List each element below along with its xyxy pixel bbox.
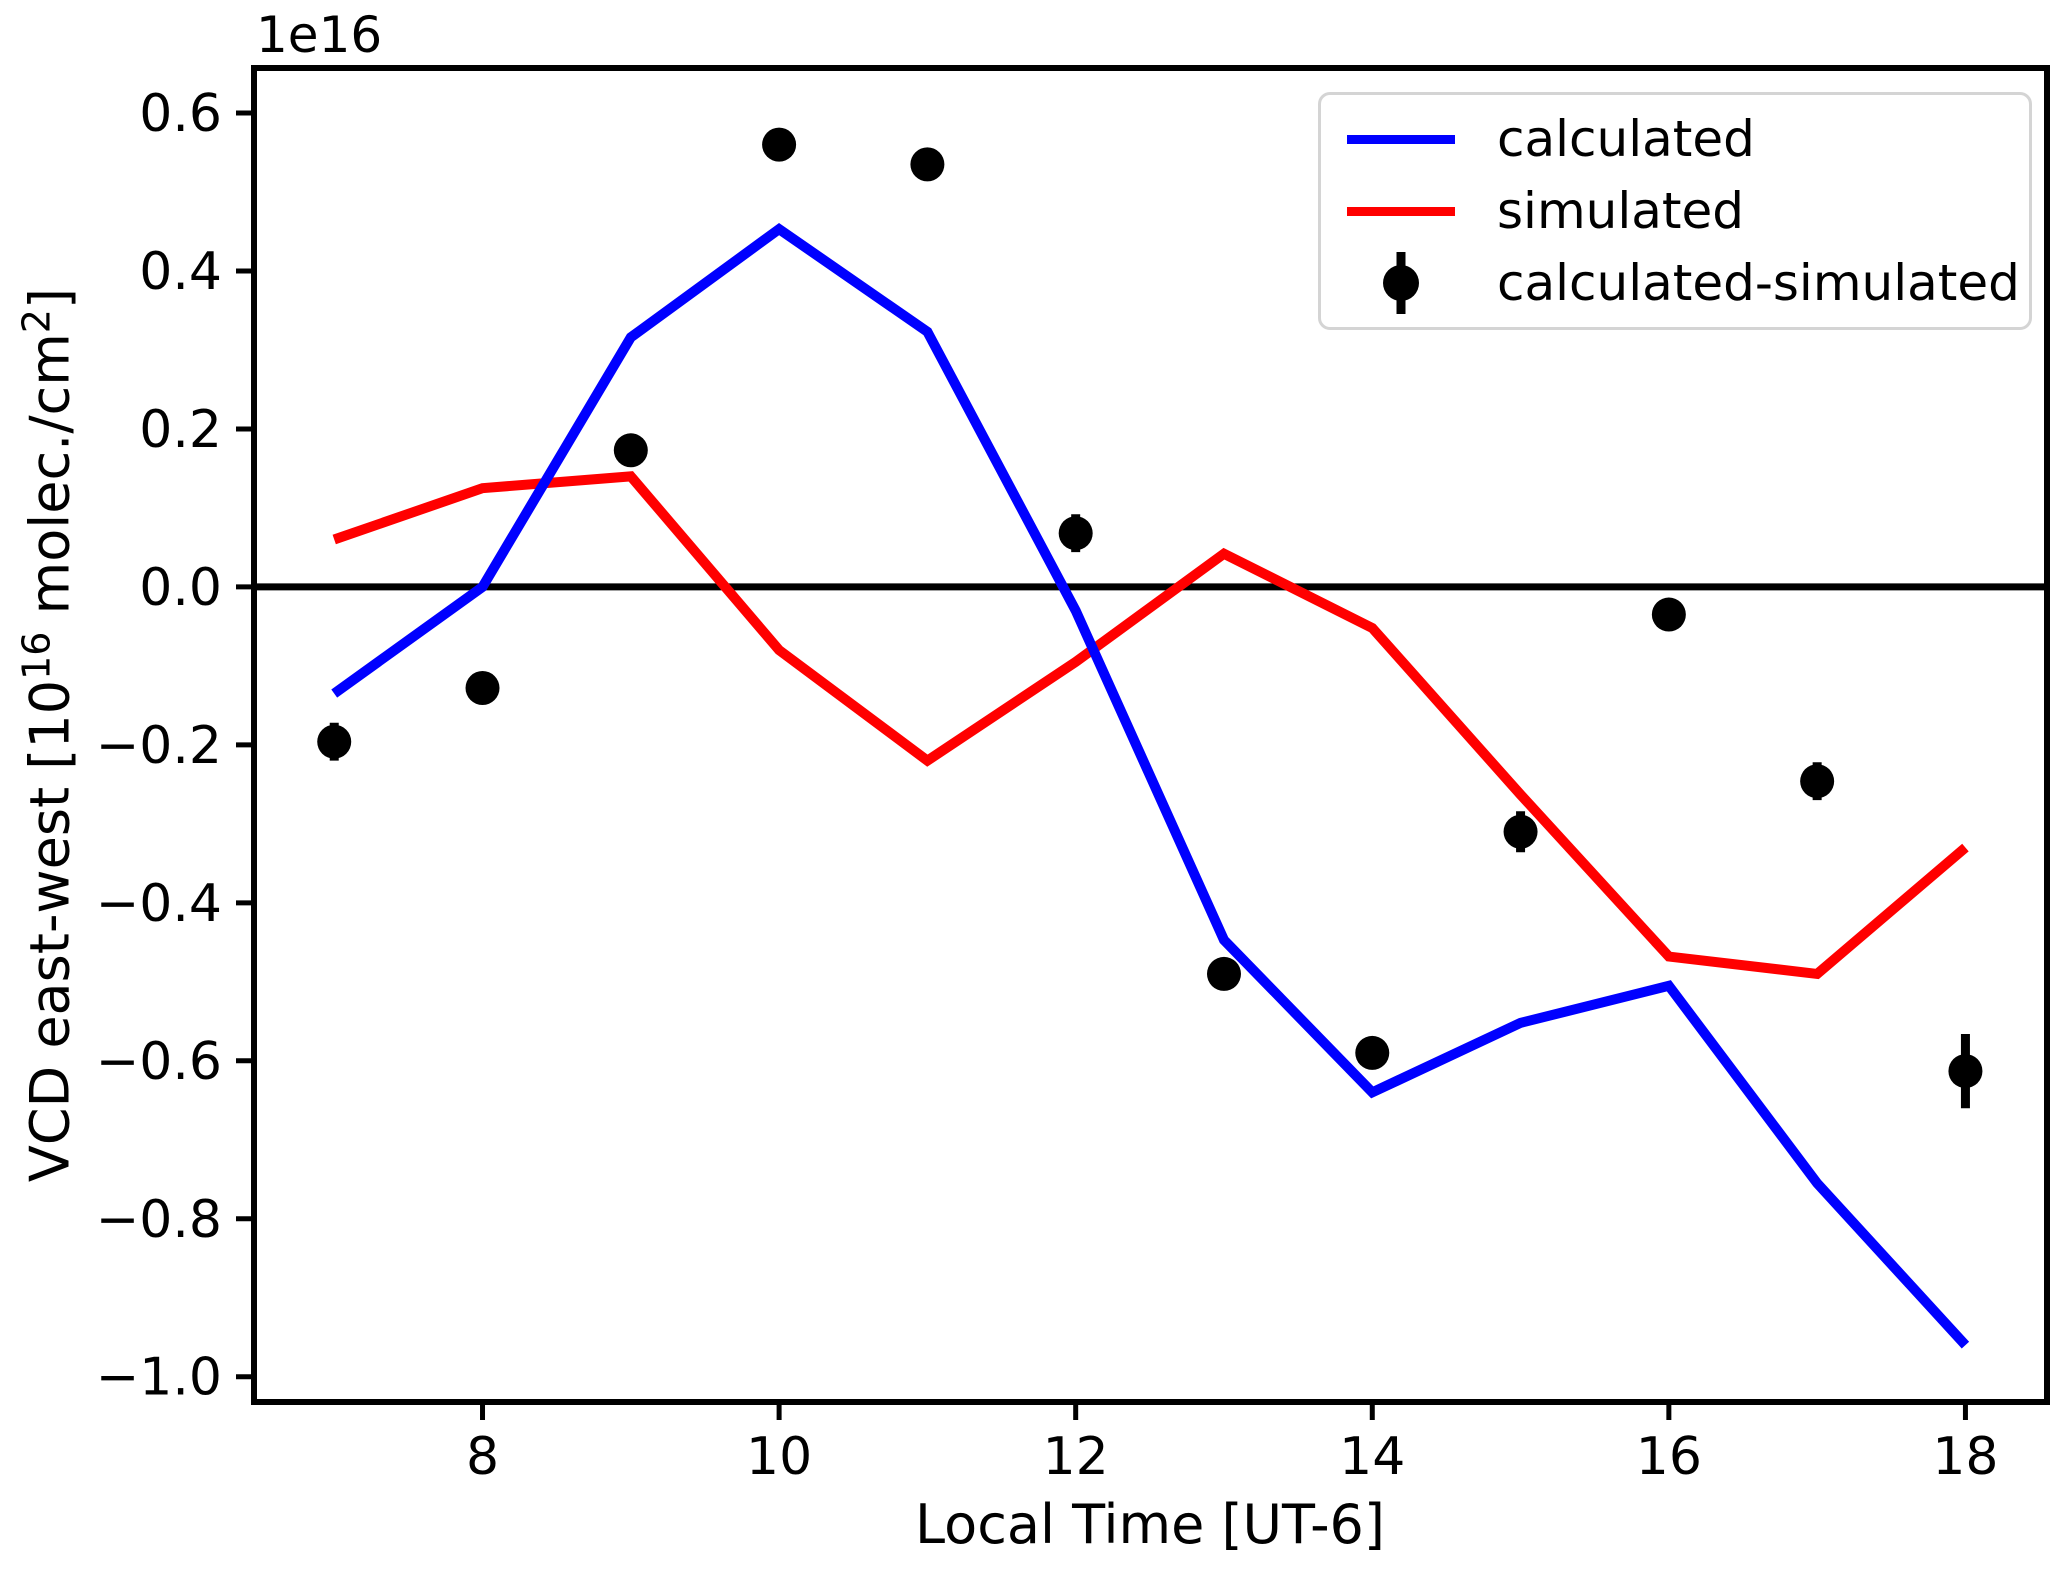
axes-spines: [251, 65, 2050, 1405]
legend-line-sample-simulated: [1347, 176, 1455, 246]
y-axis-label: VCD east-west [1016 molec./cm2]: [15, 288, 82, 1182]
legend-line-sample-calculated: [1347, 104, 1455, 174]
calculated-simulated-point: [1948, 1054, 1983, 1089]
red-line-icon: [1347, 206, 1455, 216]
legend-label-simulated: simulated: [1497, 182, 1744, 240]
legend-marker-sample-calculated-simulated: [1347, 248, 1455, 318]
calculated-simulated-point: [317, 724, 352, 759]
calculated-simulated-point: [762, 127, 797, 162]
legend-entry-calculated-simulated: calculated-simulated: [1347, 248, 2029, 318]
y-tick-label-−0.6: −0.6: [96, 1032, 222, 1092]
y-axis-label-units: molec./cm: [18, 333, 82, 632]
y-axis-label-close-bracket: ]: [18, 287, 82, 310]
legend-entry-calculated: calculated: [1347, 104, 2029, 174]
legend: calculated simulated calculated-simulate…: [1318, 92, 2032, 330]
legend-label-calculated-simulated: calculated-simulated: [1497, 254, 2020, 312]
x-tick-label-12: 12: [1043, 1427, 1109, 1487]
y-tick-label-0.2: 0.2: [139, 400, 222, 460]
y-tick-label-−0.8: −0.8: [96, 1190, 222, 1250]
legend-label-calculated: calculated: [1497, 110, 1755, 168]
x-tick-label-8: 8: [466, 1427, 499, 1487]
calculated-simulated-point: [613, 433, 648, 468]
calculated-simulated-point: [910, 147, 945, 182]
calculated-simulated-point: [465, 671, 500, 706]
x-tick-label-18: 18: [1932, 1427, 1998, 1487]
calculated-simulated-point: [1651, 597, 1686, 632]
x-tick-label-10: 10: [746, 1427, 812, 1487]
blue-line-icon: [1347, 134, 1455, 144]
y-tick-label-−0.2: −0.2: [96, 716, 222, 776]
y-axis-offset-text: 1e16: [256, 6, 383, 64]
y-tick-label-0.6: 0.6: [139, 84, 222, 144]
calculated-simulated-point: [1503, 814, 1538, 849]
x-tick-label-14: 14: [1339, 1427, 1405, 1487]
y-axis-label-exponent: 16: [14, 631, 59, 680]
calculated-simulated-point: [1800, 764, 1835, 799]
calculated-simulated-point: [1206, 956, 1241, 991]
calculated-simulated-point: [1355, 1035, 1390, 1070]
y-tick-label-−0.4: −0.4: [96, 874, 222, 934]
x-axis-label: Local Time [UT-6]: [915, 1493, 1385, 1556]
calculated-simulated-point: [1058, 516, 1093, 551]
black-dot-icon: [1383, 265, 1419, 301]
legend-entry-simulated: simulated: [1347, 176, 2029, 246]
calculated-line: [331, 222, 1970, 1349]
x-tick-label-16: 16: [1636, 1427, 1702, 1487]
y-tick-label-0.0: 0.0: [139, 558, 222, 618]
y-axis-label-text: VCD east-west [10: [18, 679, 82, 1183]
y-tick-label-−1.0: −1.0: [96, 1348, 222, 1408]
y-tick-label-0.4: 0.4: [139, 242, 222, 302]
simulated-line: [332, 471, 1969, 980]
y-axis-label-squared: 2: [14, 309, 59, 334]
